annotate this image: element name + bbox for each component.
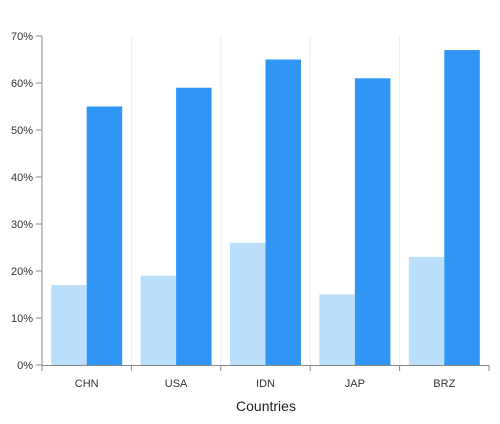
y-tick-label: 20% (11, 266, 33, 278)
axes (41, 36, 489, 366)
bar-brz-series-2 (444, 50, 480, 365)
bar-brz-series-1 (408, 256, 445, 365)
bar-chn-series-2 (86, 106, 123, 365)
y-tick-label: 50% (11, 125, 33, 137)
y-tick-label: 10% (11, 313, 33, 325)
x-tick-label-usa: USA (165, 378, 188, 390)
bar-jap-series-1 (319, 294, 355, 365)
y-axis-ticks: 0% 10% 20% 30% 40% 50% 60% 70% (11, 31, 42, 372)
y-tick-label: 70% (11, 31, 33, 43)
y-tick-label: 0% (17, 360, 33, 372)
bar-idn-series-1 (230, 242, 266, 365)
y-tick-label: 60% (11, 78, 33, 90)
category-separators (130, 36, 401, 365)
bar-chn-series-1 (51, 285, 87, 365)
x-tick-label-brz: BRZ (433, 378, 455, 390)
bar-usa-series-1 (140, 275, 177, 365)
y-tick-label: 40% (11, 172, 33, 184)
x-axis-title: Countries (236, 398, 296, 414)
y-tick-label: 30% (11, 219, 33, 231)
x-tick-label-chn: CHN (75, 378, 99, 390)
bar-idn-series-2 (265, 59, 301, 365)
x-tick-label-jap: JAP (345, 378, 365, 390)
bar-jap-series-2 (354, 78, 391, 366)
x-axis-ticks: CHN USA IDN JAP BRZ (41, 365, 490, 390)
bar-usa-series-2 (176, 87, 212, 365)
bars (51, 50, 480, 366)
x-tick-label-idn: IDN (256, 378, 275, 390)
